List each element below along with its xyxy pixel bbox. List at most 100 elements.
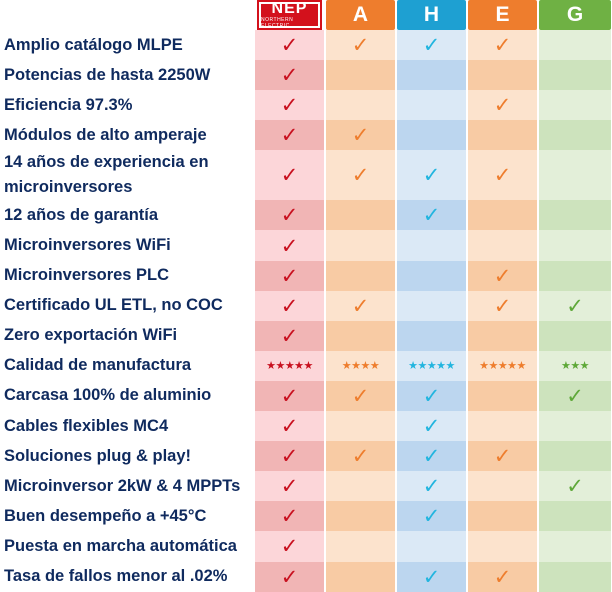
row-label: Calidad de manufactura [4,356,192,375]
table-cell [326,471,395,502]
check-icon: ✓ [326,150,395,201]
row-label: Módulos de alto amperaje [4,125,207,144]
check-icon: ✓ [397,150,466,201]
check-icon: ✓ [468,290,537,321]
check-icon: ✓ [397,501,466,532]
table-cell [468,501,537,532]
table-cell [397,260,466,291]
table-cell [539,501,611,532]
row-label: Amplio catálogo MLPE [4,35,183,54]
table-cell [326,230,395,261]
table-cell [397,90,466,121]
check-icon: ✓ [468,441,537,472]
check-icon: ✓ [326,120,395,151]
table-cell [326,411,395,442]
check-icon: ✓ [397,200,466,231]
table-cell [539,230,611,261]
table-cell [326,320,395,351]
table-cell [468,200,537,231]
row-label: Microinversores PLC [4,266,170,285]
row-label: Microinversores WiFi [4,236,171,255]
rating-stars: ★★★★★ [397,350,466,381]
check-icon: ✓ [255,411,324,442]
table-cell [468,471,537,502]
check-icon: ✓ [468,150,537,201]
row-label: Zero exportación WiFi [4,326,178,345]
check-icon: ✓ [255,290,324,321]
table-cell [539,60,611,91]
check-icon: ✓ [468,90,537,121]
table-cell [397,60,466,91]
table-cell [468,60,537,91]
table-cell [539,441,611,472]
check-icon: ✓ [255,441,324,472]
table-cell [468,380,537,412]
rating-stars: ★★★ [539,350,611,381]
check-icon: ✓ [397,380,466,412]
rating-stars: ★★★★★ [255,350,324,381]
table-cell [539,200,611,231]
table-cell [468,320,537,351]
check-icon: ✓ [539,471,611,502]
row-label: Buen desempeño a +45°C [4,506,207,525]
check-icon: ✓ [255,120,324,151]
table-cell [326,60,395,91]
check-icon: ✓ [255,30,324,61]
check-icon: ✓ [255,471,324,502]
row-label: Tasa de fallos menor al .02% [4,567,228,586]
table-cell [397,290,466,321]
table-cell [468,531,537,562]
check-icon: ✓ [468,260,537,291]
check-icon: ✓ [255,260,324,291]
table-cell [539,90,611,121]
table-cell [397,320,466,351]
table-cell [326,260,395,291]
table-cell [539,150,611,201]
brand-header-h: H [397,0,466,30]
table-cell [539,411,611,442]
brand-header-g: G [539,0,611,30]
check-icon: ✓ [539,380,611,412]
header-spacer [0,0,254,30]
row-label: Certificado UL ETL, no COC [4,296,223,315]
table-cell [326,200,395,231]
row-label: Eficiencia 97.3% [4,95,133,114]
check-icon: ✓ [468,30,537,61]
table-cell [539,561,611,592]
row-label: Carcasa 100% de aluminio [4,386,212,405]
row-label: 12 años de garantía [4,205,159,224]
table-cell [539,531,611,562]
table-cell [539,260,611,291]
check-icon: ✓ [397,471,466,502]
brand-logo-subtext: NORTHERN ELECTRIC [261,17,294,29]
check-icon: ✓ [326,30,395,61]
row-label: Puesta en marcha automática [4,536,237,555]
check-icon: ✓ [397,561,466,592]
check-icon: ✓ [255,90,324,121]
table-cell [326,90,395,121]
table-cell [468,230,537,261]
brand-logo-nep: NEP NORTHERN ELECTRIC [257,0,322,30]
check-icon: ✓ [326,441,395,472]
table-cell [397,531,466,562]
table-cell [539,120,611,151]
table-cell [539,30,611,61]
check-icon: ✓ [397,30,466,61]
table-cell [326,561,395,592]
check-icon: ✓ [326,380,395,412]
check-icon: ✓ [255,320,324,351]
check-icon: ✓ [255,561,324,592]
rating-stars: ★★★★★ [468,350,537,381]
check-icon: ✓ [468,561,537,592]
row-label: Microinversor 2kW & 4 MPPTs [4,476,241,495]
rating-stars: ★★★★ [326,350,395,381]
table-cell [468,120,537,151]
check-icon: ✓ [397,441,466,472]
table-cell [397,230,466,261]
brand-header-e: E [468,0,537,30]
check-icon: ✓ [326,290,395,321]
table-cell [326,501,395,532]
check-icon: ✓ [255,150,324,201]
check-icon: ✓ [539,290,611,321]
